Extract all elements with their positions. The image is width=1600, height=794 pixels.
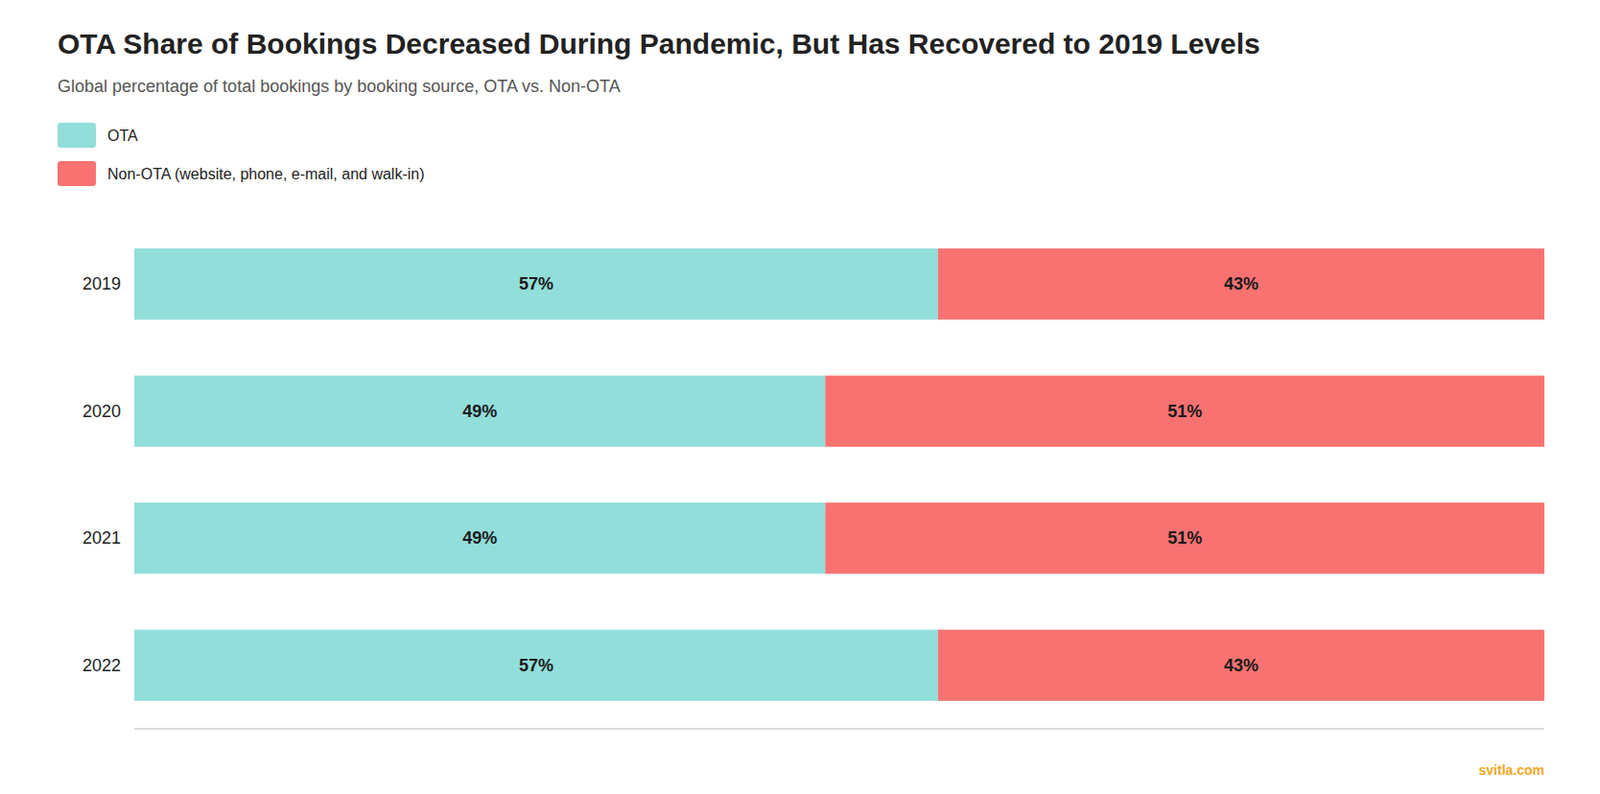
- legend-label: OTA: [107, 127, 139, 144]
- y-tick-label: 2020: [82, 401, 121, 422]
- x-axis-line: [134, 729, 1545, 730]
- watermark: svitla.com: [1479, 762, 1545, 778]
- data-label: 57%: [518, 274, 554, 294]
- data-label: 51%: [1167, 401, 1202, 422]
- y-tick-label: 2019: [82, 274, 121, 294]
- bar-segment: [134, 248, 939, 320]
- legend-swatch: [57, 161, 96, 187]
- bar-segment: [938, 630, 1545, 702]
- bar-segment: [134, 630, 939, 702]
- data-label: 49%: [462, 528, 497, 548]
- bars: [134, 248, 1545, 702]
- bar-segment: [938, 248, 1545, 320]
- legend: OTA Non-OTA (website, phone, e-mail, and …: [57, 122, 425, 187]
- data-label: 43%: [1223, 656, 1259, 676]
- chart-svg: OTA Share of Bookings Decreased During P…: [0, 0, 1600, 794]
- data-label: 51%: [1167, 528, 1202, 548]
- y-tick-label: 2021: [82, 528, 121, 548]
- data-label: 43%: [1223, 274, 1259, 294]
- bar-segment: [824, 502, 1545, 574]
- data-labels: 57% 43% 49% 51% 49% 51% 57% 43%: [462, 274, 1259, 676]
- data-label: 49%: [462, 401, 497, 422]
- bar-segment: [134, 376, 825, 448]
- bar-segment: [134, 502, 825, 574]
- title: OTA Share of Bookings Decreased During P…: [57, 27, 1261, 60]
- legend-swatch: [57, 122, 96, 148]
- y-axis: 2019 2020 2021 2022: [82, 274, 121, 676]
- legend-label: Non-OTA (website, phone, e-mail, and wal…: [107, 165, 425, 183]
- bar-segment: [824, 376, 1545, 448]
- subtitle: Global percentage of total bookings by b…: [57, 76, 621, 96]
- chart-container: OTA Share of Bookings Decreased During P…: [0, 0, 1600, 794]
- y-tick-label: 2022: [82, 656, 121, 676]
- data-label: 57%: [518, 656, 554, 676]
